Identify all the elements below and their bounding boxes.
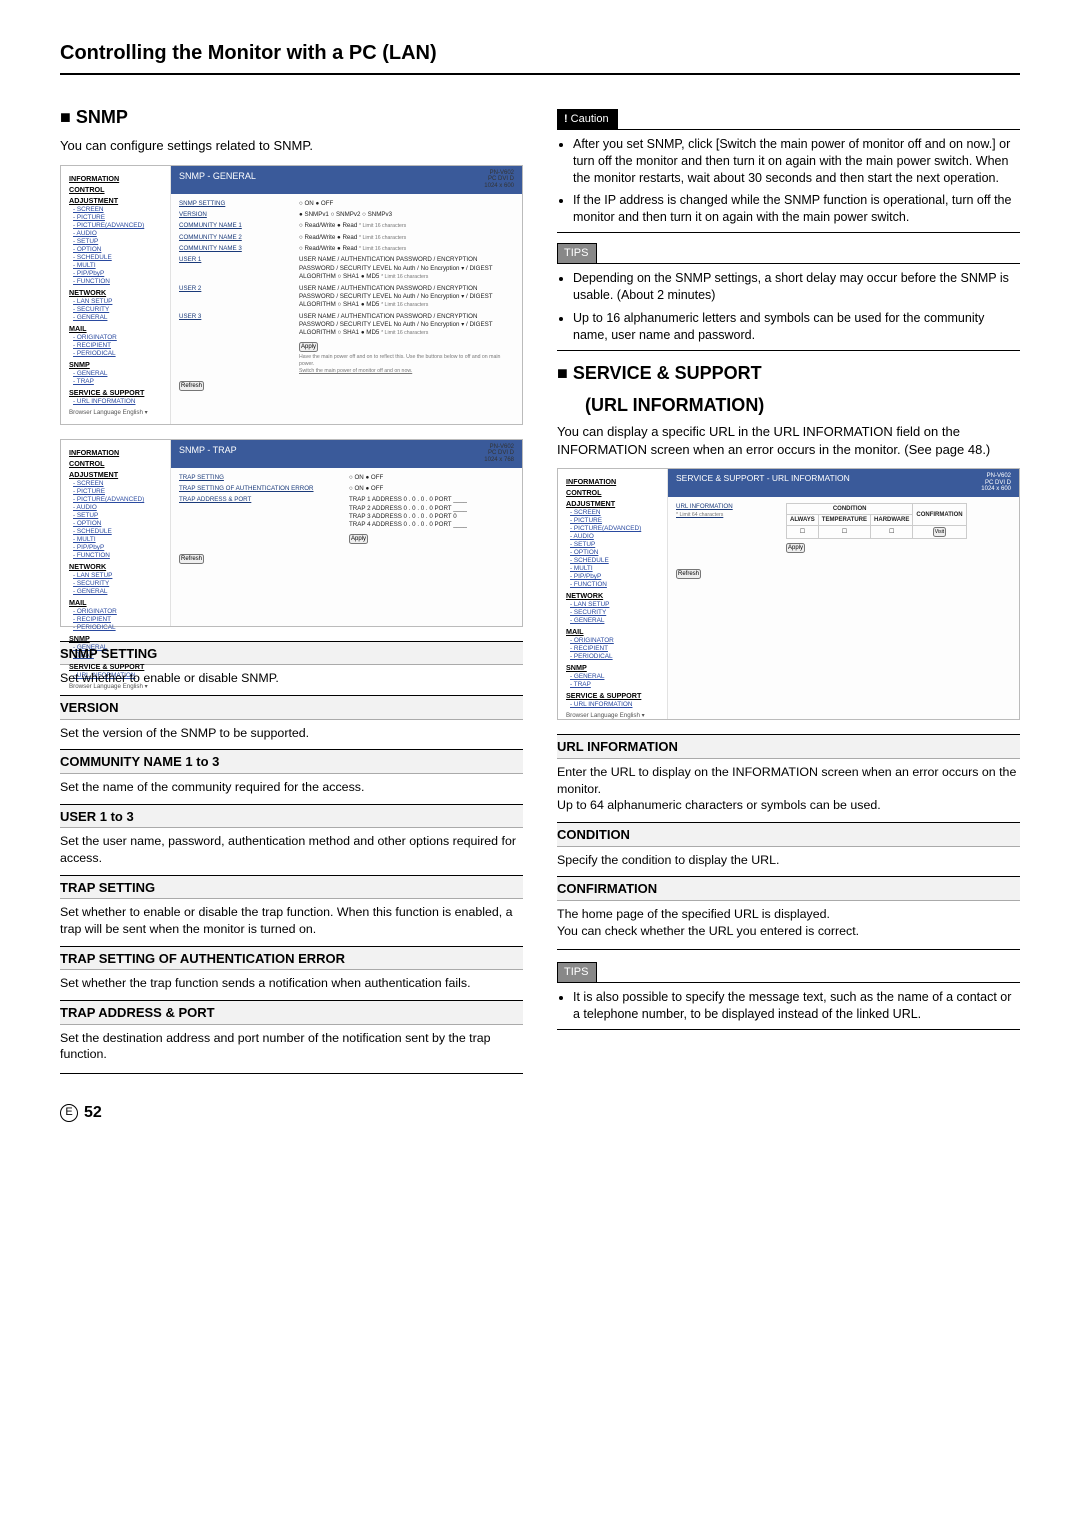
model-tag: PN-V602PC DVI D1024 x 600 bbox=[484, 170, 514, 190]
definitions-right: URL INFORMATIONEnter the URL to display … bbox=[557, 734, 1020, 947]
form-area: TRAP SETTING○ ON ● OFFTRAP SETTING OF AU… bbox=[171, 468, 522, 570]
panel-titlebar: SNMP - TRAP PN-V602PC DVI D1024 x 768 bbox=[171, 440, 522, 468]
rule bbox=[557, 232, 1020, 233]
service-support-sub: (URL INFORMATION) bbox=[585, 393, 1020, 417]
sidebar: INFORMATIONCONTROLADJUSTMENT- SCREEN- PI… bbox=[61, 166, 171, 424]
panel-main: SNMP - TRAP PN-V602PC DVI D1024 x 768 TR… bbox=[171, 440, 522, 626]
panel-title: SNMP - TRAP bbox=[179, 444, 237, 464]
form-area: URL INFORMATION* Limit 64 charactersCOND… bbox=[668, 497, 1019, 585]
tips-list: Depending on the SNMP settings, a short … bbox=[573, 270, 1020, 344]
model-tag: PN-V602PC DVI D1024 x 600 bbox=[981, 473, 1011, 493]
panel-titlebar: SNMP - GENERAL PN-V602PC DVI D1024 x 600 bbox=[171, 166, 522, 194]
end-rule bbox=[557, 949, 1020, 950]
page-number: E 52 bbox=[60, 1102, 1020, 1124]
screenshot-snmp-general: INFORMATIONCONTROLADJUSTMENT- SCREEN- PI… bbox=[60, 165, 523, 425]
caution-box: !Caution After you set SNMP, click [Swit… bbox=[557, 109, 1020, 233]
panel-main: SERVICE & SUPPORT - URL INFORMATION PN-V… bbox=[668, 469, 1019, 719]
tips-label: TIPS bbox=[557, 243, 597, 263]
tips-body: It is also possible to specify the messa… bbox=[557, 982, 1020, 1023]
caution-text: Caution bbox=[571, 113, 609, 125]
caution-body: After you set SNMP, click [Switch the ma… bbox=[557, 129, 1020, 226]
page-marker: E bbox=[60, 1104, 78, 1122]
service-support-heading: ■ SERVICE & SUPPORT bbox=[557, 361, 1020, 385]
two-column-layout: ■ SNMP You can configure settings relate… bbox=[60, 103, 1020, 1074]
tips-body: Depending on the SNMP settings, a short … bbox=[557, 263, 1020, 344]
rule bbox=[557, 1029, 1020, 1030]
snmp-intro: You can configure settings related to SN… bbox=[60, 137, 523, 155]
screenshot-url-info: INFORMATIONCONTROLADJUSTMENT- SCREEN- PI… bbox=[557, 468, 1020, 720]
page-title: Controlling the Monitor with a PC (LAN) bbox=[60, 40, 1020, 75]
warning-icon: ! bbox=[564, 113, 568, 125]
rule bbox=[557, 350, 1020, 351]
snmp-heading: ■ SNMP bbox=[60, 105, 523, 129]
form-area: SNMP SETTING○ ON ● OFFVERSION● SNMPv1 ○ … bbox=[171, 194, 522, 397]
screenshot-snmp-trap: INFORMATIONCONTROLADJUSTMENT- SCREEN- PI… bbox=[60, 439, 523, 627]
tips-box-2: TIPS It is also possible to specify the … bbox=[557, 962, 1020, 1030]
caution-label: !Caution bbox=[557, 109, 618, 129]
left-column: ■ SNMP You can configure settings relate… bbox=[60, 103, 523, 1074]
tips-label: TIPS bbox=[557, 962, 597, 982]
sidebar: INFORMATIONCONTROLADJUSTMENT- SCREEN- PI… bbox=[61, 440, 171, 626]
tips-list: It is also possible to specify the messa… bbox=[573, 989, 1020, 1023]
definitions-left: SNMP SETTINGSet whether to enable or dis… bbox=[60, 641, 523, 1071]
panel-title: SNMP - GENERAL bbox=[179, 170, 256, 190]
sidebar: INFORMATIONCONTROLADJUSTMENT- SCREEN- PI… bbox=[558, 469, 668, 719]
end-rule bbox=[60, 1073, 523, 1074]
right-column: !Caution After you set SNMP, click [Swit… bbox=[557, 103, 1020, 1074]
service-support-intro: You can display a specific URL in the UR… bbox=[557, 423, 1020, 458]
panel-main: SNMP - GENERAL PN-V602PC DVI D1024 x 600… bbox=[171, 166, 522, 424]
panel-titlebar: SERVICE & SUPPORT - URL INFORMATION PN-V… bbox=[668, 469, 1019, 497]
tips-box-1: TIPS Depending on the SNMP settings, a s… bbox=[557, 243, 1020, 350]
page-number-value: 52 bbox=[84, 1102, 102, 1124]
model-tag: PN-V602PC DVI D1024 x 768 bbox=[484, 444, 514, 464]
caution-list: After you set SNMP, click [Switch the ma… bbox=[573, 136, 1020, 226]
panel-title: SERVICE & SUPPORT - URL INFORMATION bbox=[676, 473, 850, 493]
